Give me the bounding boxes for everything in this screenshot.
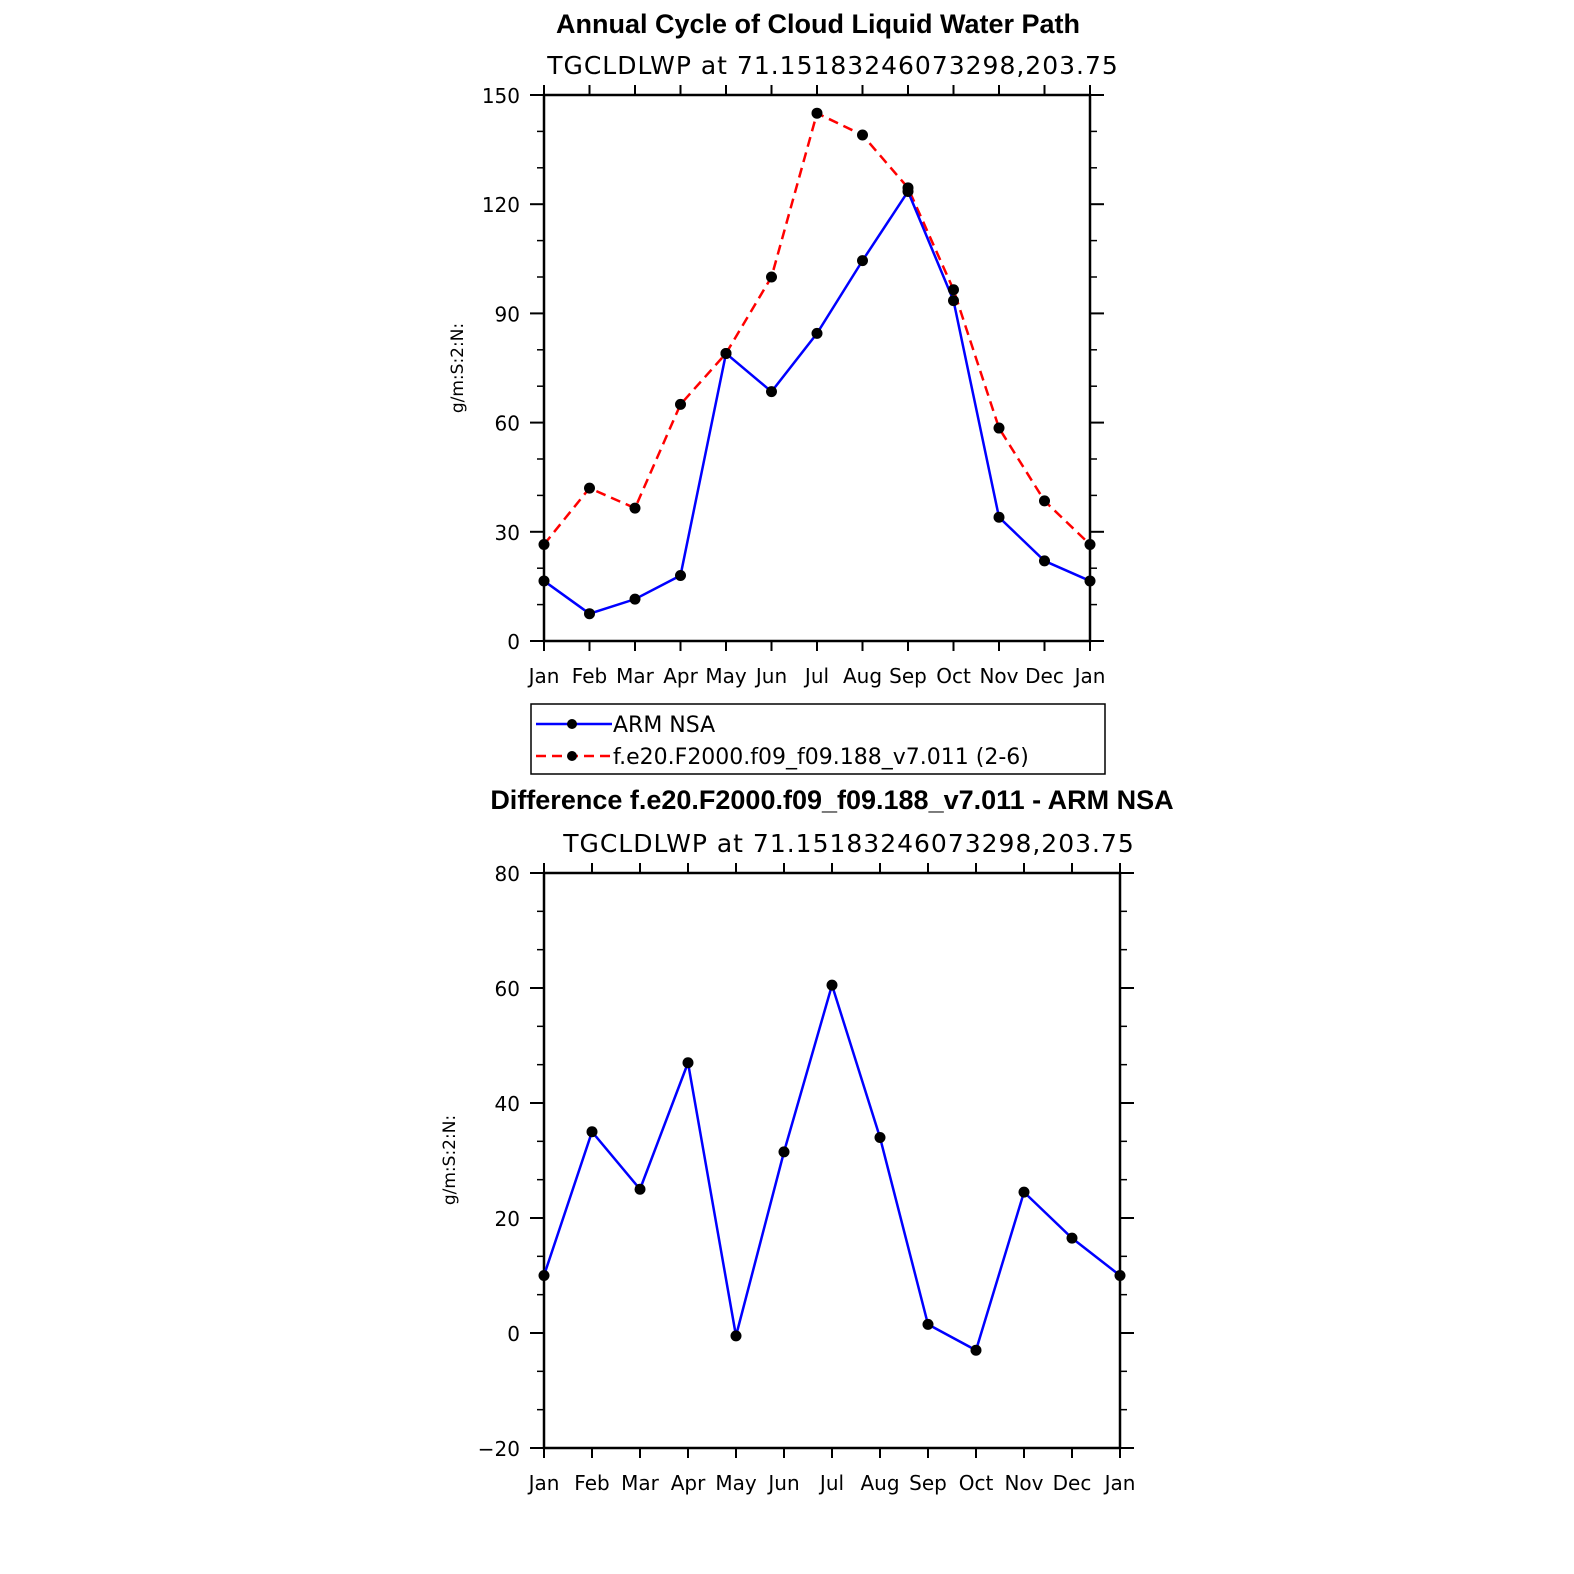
- chart2-title: Difference f.e20.F2000.f09_f09.188_v7.01…: [490, 785, 1173, 815]
- chart1-series-1-point: [811, 107, 823, 119]
- chart2-ytick-label: −20: [478, 1437, 520, 1461]
- chart1-xtick-label: Apr: [663, 664, 698, 688]
- chart2-xtick-label: Mar: [621, 1471, 660, 1495]
- chart1-xtick-label: Sep: [889, 664, 927, 688]
- chart2-series-0-point: [778, 1146, 790, 1158]
- chart2-series-0-point: [826, 979, 838, 991]
- chart2-ylabel: g/m:S:2:N:: [440, 1115, 460, 1205]
- chart1-series-1-point: [584, 482, 595, 494]
- chart1-ytick-label: 60: [495, 412, 520, 436]
- chart2-xtick-label: Apr: [671, 1471, 706, 1495]
- chart1-subtitle: TGCLDLWP at 71.15183246073298,203.75: [546, 51, 1119, 80]
- chart1-xtick-label: May: [705, 664, 747, 688]
- chart2-series-0-point: [874, 1132, 886, 1143]
- chart2-series-0-point: [682, 1057, 694, 1069]
- chart1-series-0-point: [1039, 555, 1050, 567]
- chart2-frame: [542, 871, 1122, 1450]
- chart1-series-1-point: [1039, 495, 1050, 507]
- chart1-series-1-point: [948, 284, 959, 296]
- chart2-series-0-point: [730, 1330, 742, 1342]
- chart2-xtick-label: Oct: [959, 1471, 994, 1495]
- chart1-series-0-point: [584, 608, 595, 620]
- chart2-xtick-label: Feb: [574, 1471, 609, 1495]
- chart1-plot: Jan Feb Mar Apr May Jun Jul Aug Sep Oct Nov Dec Jan 0…: [482, 84, 1106, 688]
- chart1-series-0-point: [629, 593, 641, 605]
- chart1-title: Annual Cycle of Cloud Liquid Water Path: [556, 9, 1080, 39]
- chart2-ytick-label: 20: [495, 1207, 520, 1231]
- chart1-ytick-label: 30: [495, 521, 520, 545]
- chart1-ytick-label: 150: [482, 84, 520, 108]
- legend-box: [530, 703, 1106, 775]
- legend-label-arm-nsa: ARM NSA: [613, 713, 715, 738]
- chart1-series-1-point: [675, 398, 686, 410]
- chart1-series-1-point: [720, 347, 732, 359]
- legend-label-model: f.e20.F2000.f09_f09.188_v7.011 (2-6): [613, 745, 1029, 770]
- chart1-xtick-label: Aug: [843, 664, 882, 688]
- chart1-series-1-point: [993, 422, 1005, 434]
- chart1-series-0-point: [993, 511, 1005, 523]
- chart1-xtick-label: Oct: [936, 664, 971, 688]
- chart2-ytick-label: 80: [495, 862, 520, 886]
- chart1-xtick-label: Jun: [754, 664, 787, 688]
- chart1-series-0-point: [538, 575, 550, 587]
- chart2-xtick-label: Aug: [860, 1471, 899, 1495]
- chart2-plot: Jan Feb Mar Apr May Jun Jul Aug Sep Oct Nov Dec Jan−…: [478, 862, 1136, 1495]
- chart1-ylabel: g/m:S:2:N:: [448, 323, 468, 413]
- chart2-series-0-point: [586, 1126, 598, 1138]
- chart2-xtick-label: Sep: [909, 1471, 947, 1495]
- chart1-series-0-point: [948, 295, 959, 307]
- chart2-xtick-label: Jan: [527, 1471, 560, 1495]
- legend-marker-model: [567, 751, 577, 761]
- chart2-series-0-point: [1066, 1232, 1078, 1244]
- chart2-xtick-label: Dec: [1053, 1471, 1092, 1495]
- chart2-xtick-label: Jun: [766, 1471, 799, 1495]
- chart2-xtick-label: Nov: [1004, 1471, 1043, 1495]
- chart1-series-0-point: [857, 255, 868, 267]
- chart2-ytick-label: 40: [495, 1092, 520, 1116]
- chart1-xtick-label: Mar: [616, 664, 655, 688]
- chart2-xtick-label: Jul: [818, 1471, 844, 1495]
- chart1-xtick-label: Jan: [1073, 664, 1106, 688]
- chart1-series-1-point: [766, 271, 777, 283]
- chart2-xtick-label: May: [715, 1471, 757, 1495]
- chart2-series-0-point: [538, 1270, 550, 1281]
- chart1-series-1-point: [857, 129, 868, 141]
- chart2-ytick-label: 0: [507, 1322, 520, 1346]
- chart1-xtick-label: Nov: [979, 664, 1018, 688]
- chart2-subtitle: TGCLDLWP at 71.15183246073298,203.75: [562, 829, 1135, 858]
- chart2-series-0-point: [922, 1318, 934, 1330]
- chart1-series-line-0: [543, 188, 1091, 616]
- chart1-series-0-point: [766, 386, 777, 398]
- chart1-series-0-point: [675, 569, 686, 581]
- chart1-xtick-label: Feb: [572, 664, 607, 688]
- chart2-series-0-point: [1018, 1186, 1030, 1198]
- legend: ARM NSA f.e20.F2000.f09_f09.188_v7.011 (…: [530, 703, 1106, 775]
- chart2-ytick-label: 60: [495, 977, 520, 1001]
- chart2-xtick-label: Jan: [1103, 1471, 1136, 1495]
- chart1-series-1-point: [1084, 539, 1096, 551]
- chart2-series-0-point: [970, 1344, 982, 1356]
- chart1-series-0-point: [1084, 575, 1096, 587]
- chart2-series-line-0: [542, 980, 1121, 1353]
- chart1-series-1-point: [629, 502, 641, 514]
- chart2-series-0-point: [634, 1183, 646, 1195]
- chart2-series-0-point: [1114, 1270, 1126, 1281]
- chart1-xtick-label: Jan: [527, 664, 560, 688]
- chart1-ytick-label: 90: [495, 302, 520, 326]
- chart1-frame: [542, 93, 1092, 643]
- chart1-xtick-label: Dec: [1025, 664, 1064, 688]
- chart1-series-0-point: [811, 327, 823, 339]
- chart1-ytick-label: 0: [507, 630, 520, 654]
- chart1-series-1-point: [538, 539, 550, 551]
- legend-marker-arm-nsa: [567, 719, 577, 729]
- chart1-series-1-point: [902, 182, 914, 194]
- chart1-xtick-label: Jul: [803, 664, 829, 688]
- chart1-ytick-label: 120: [482, 193, 520, 217]
